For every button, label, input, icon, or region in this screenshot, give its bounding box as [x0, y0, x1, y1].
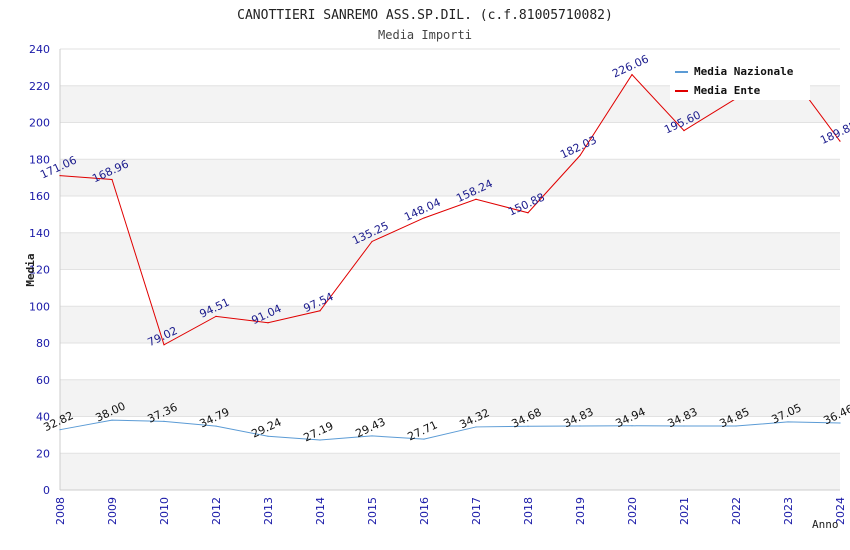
grid-band: [60, 196, 840, 233]
y-tick-label: 240: [29, 43, 50, 56]
y-tick-label: 60: [36, 374, 50, 387]
data-point: [631, 74, 633, 76]
data-point: [371, 435, 373, 437]
data-point: [631, 425, 633, 427]
data-point: [735, 425, 737, 427]
grid-band: [60, 159, 840, 196]
x-tick-label: 2009: [106, 497, 119, 525]
x-tick-label: 2016: [418, 497, 431, 525]
y-tick-label: 140: [29, 227, 50, 240]
grid-band: [60, 232, 840, 270]
data-point: [683, 425, 685, 427]
y-tick-label: 0: [43, 484, 50, 497]
x-tick-label: 2010: [158, 497, 171, 525]
data-point: [111, 419, 113, 421]
y-axis-ticks: 0 20 40 60 80 100 120 140 160 180 200 220 240: [29, 43, 50, 497]
x-tick-label: 2019: [574, 497, 587, 525]
chart-subtitle: Media Importi: [378, 28, 472, 42]
legend: Media Nazionale Media Ente: [670, 60, 810, 100]
data-point: [527, 425, 529, 427]
data-point: [839, 140, 841, 142]
data-point: [59, 175, 61, 177]
data-point: [839, 422, 841, 424]
data-point: [579, 154, 581, 157]
data-point: [475, 426, 477, 428]
data-point: [59, 429, 61, 431]
y-tick-label: 180: [29, 153, 50, 166]
legend-label-media-ente: Media Ente: [694, 84, 761, 97]
data-point: [163, 420, 165, 422]
x-tick-label: 2017: [470, 497, 483, 525]
y-tick-label: 20: [36, 447, 50, 460]
x-tick-label: 2008: [54, 497, 67, 525]
data-point: [787, 421, 789, 423]
data-point: [319, 310, 321, 312]
x-tick-label: 2024: [834, 497, 847, 525]
data-point: [475, 198, 477, 200]
data-point: [319, 439, 321, 441]
x-tick-label: 2014: [314, 497, 327, 525]
y-axis-label: Media: [24, 253, 37, 286]
y-tick-label: 100: [29, 300, 50, 313]
data-point: [371, 240, 373, 243]
grid-band: [60, 269, 840, 307]
grid-bands: [59, 48, 840, 491]
grid-band: [60, 453, 840, 490]
y-tick-label: 80: [36, 337, 50, 350]
data-point: [267, 435, 269, 437]
data-point: [683, 129, 685, 132]
y-tick-label: 120: [29, 264, 50, 277]
x-tick-label: 2020: [626, 497, 639, 525]
data-point: [215, 315, 217, 317]
data-point: [579, 425, 581, 427]
legend-label-media-nazionale: Media Nazionale: [694, 65, 794, 78]
data-point: [267, 322, 269, 324]
x-tick-label: 2018: [522, 497, 535, 525]
grid-band: [60, 343, 840, 380]
series-line: [59, 70, 841, 346]
chart-title: CANOTTIERI SANREMO ASS.SP.DIL. (c.f.8100…: [237, 8, 613, 23]
data-point: [111, 178, 113, 181]
x-axis-ticks: 2008 2009 2010 2012 2013 2014 2015 2016 2017 2018…: [54, 497, 847, 525]
y-tick-label: 220: [29, 80, 50, 93]
x-tick-label: 2015: [366, 497, 379, 525]
grid-band: [60, 306, 840, 343]
x-tick-label: 2022: [730, 497, 743, 525]
x-tick-label: 2021: [678, 497, 691, 525]
y-tick-label: 200: [29, 117, 50, 130]
data-point: [423, 217, 425, 219]
data-point: [527, 212, 529, 214]
data-point: [423, 438, 425, 440]
data-point: [163, 344, 165, 346]
y-tick-label: 40: [36, 411, 50, 424]
y-tick-label: 160: [29, 190, 50, 203]
series-media-nazionale: [59, 419, 841, 441]
grid-band: [60, 122, 840, 160]
legend-box: [670, 60, 810, 100]
grid-band: [60, 416, 840, 454]
x-tick-label: 2012: [210, 497, 223, 525]
x-axis-label: Anno: [812, 518, 839, 531]
x-tick-label: 2013: [262, 497, 275, 525]
data-point: [215, 425, 217, 427]
x-tick-label: 2023: [782, 497, 795, 525]
grid-band: [60, 379, 840, 417]
series-line: [59, 419, 841, 441]
